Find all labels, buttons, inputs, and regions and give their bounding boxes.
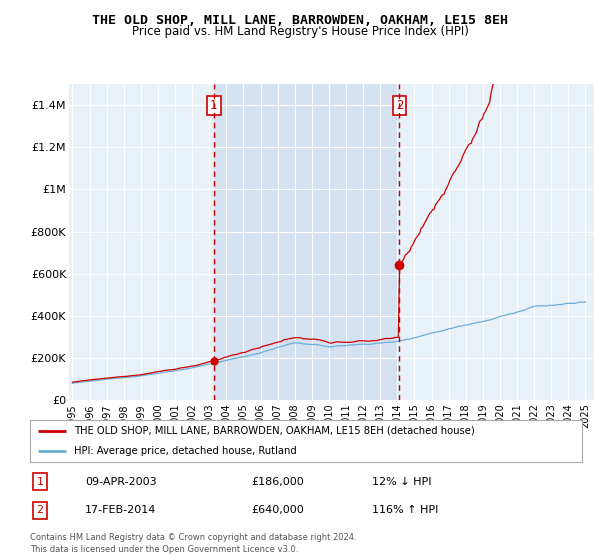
Text: £186,000: £186,000: [251, 477, 304, 487]
Text: 1: 1: [210, 99, 218, 112]
Bar: [214, 84, 400, 400]
Text: HPI: Average price, detached house, Rutland: HPI: Average price, detached house, Rutl…: [74, 446, 297, 456]
Text: 2: 2: [37, 505, 43, 515]
Text: 2: 2: [395, 99, 403, 112]
Text: THE OLD SHOP, MILL LANE, BARROWDEN, OAKHAM, LE15 8EH (detached house): THE OLD SHOP, MILL LANE, BARROWDEN, OAKH…: [74, 426, 475, 436]
Text: 1: 1: [37, 477, 43, 487]
Text: Price paid vs. HM Land Registry's House Price Index (HPI): Price paid vs. HM Land Registry's House …: [131, 25, 469, 38]
Text: 17-FEB-2014: 17-FEB-2014: [85, 505, 157, 515]
Text: THE OLD SHOP, MILL LANE, BARROWDEN, OAKHAM, LE15 8EH: THE OLD SHOP, MILL LANE, BARROWDEN, OAKH…: [92, 14, 508, 27]
Text: 12% ↓ HPI: 12% ↓ HPI: [372, 477, 432, 487]
Text: £640,000: £640,000: [251, 505, 304, 515]
Text: 116% ↑ HPI: 116% ↑ HPI: [372, 505, 439, 515]
Text: Contains HM Land Registry data © Crown copyright and database right 2024.
This d: Contains HM Land Registry data © Crown c…: [30, 533, 356, 554]
Text: 09-APR-2003: 09-APR-2003: [85, 477, 157, 487]
